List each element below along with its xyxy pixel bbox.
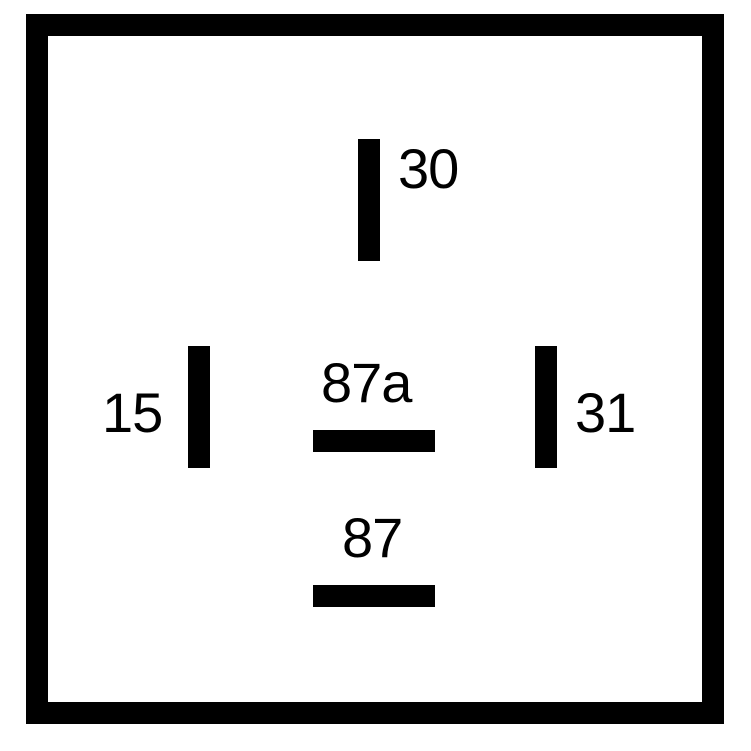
label-15: 15	[102, 380, 162, 445]
label-87a: 87a	[321, 350, 411, 415]
pin-87a	[313, 430, 435, 452]
label-30: 30	[398, 136, 458, 201]
pin-87	[313, 585, 435, 607]
pin-31	[535, 346, 557, 468]
label-87: 87	[342, 505, 402, 570]
label-31: 31	[575, 380, 635, 445]
pin-15	[188, 346, 210, 468]
pin-30	[358, 139, 380, 261]
